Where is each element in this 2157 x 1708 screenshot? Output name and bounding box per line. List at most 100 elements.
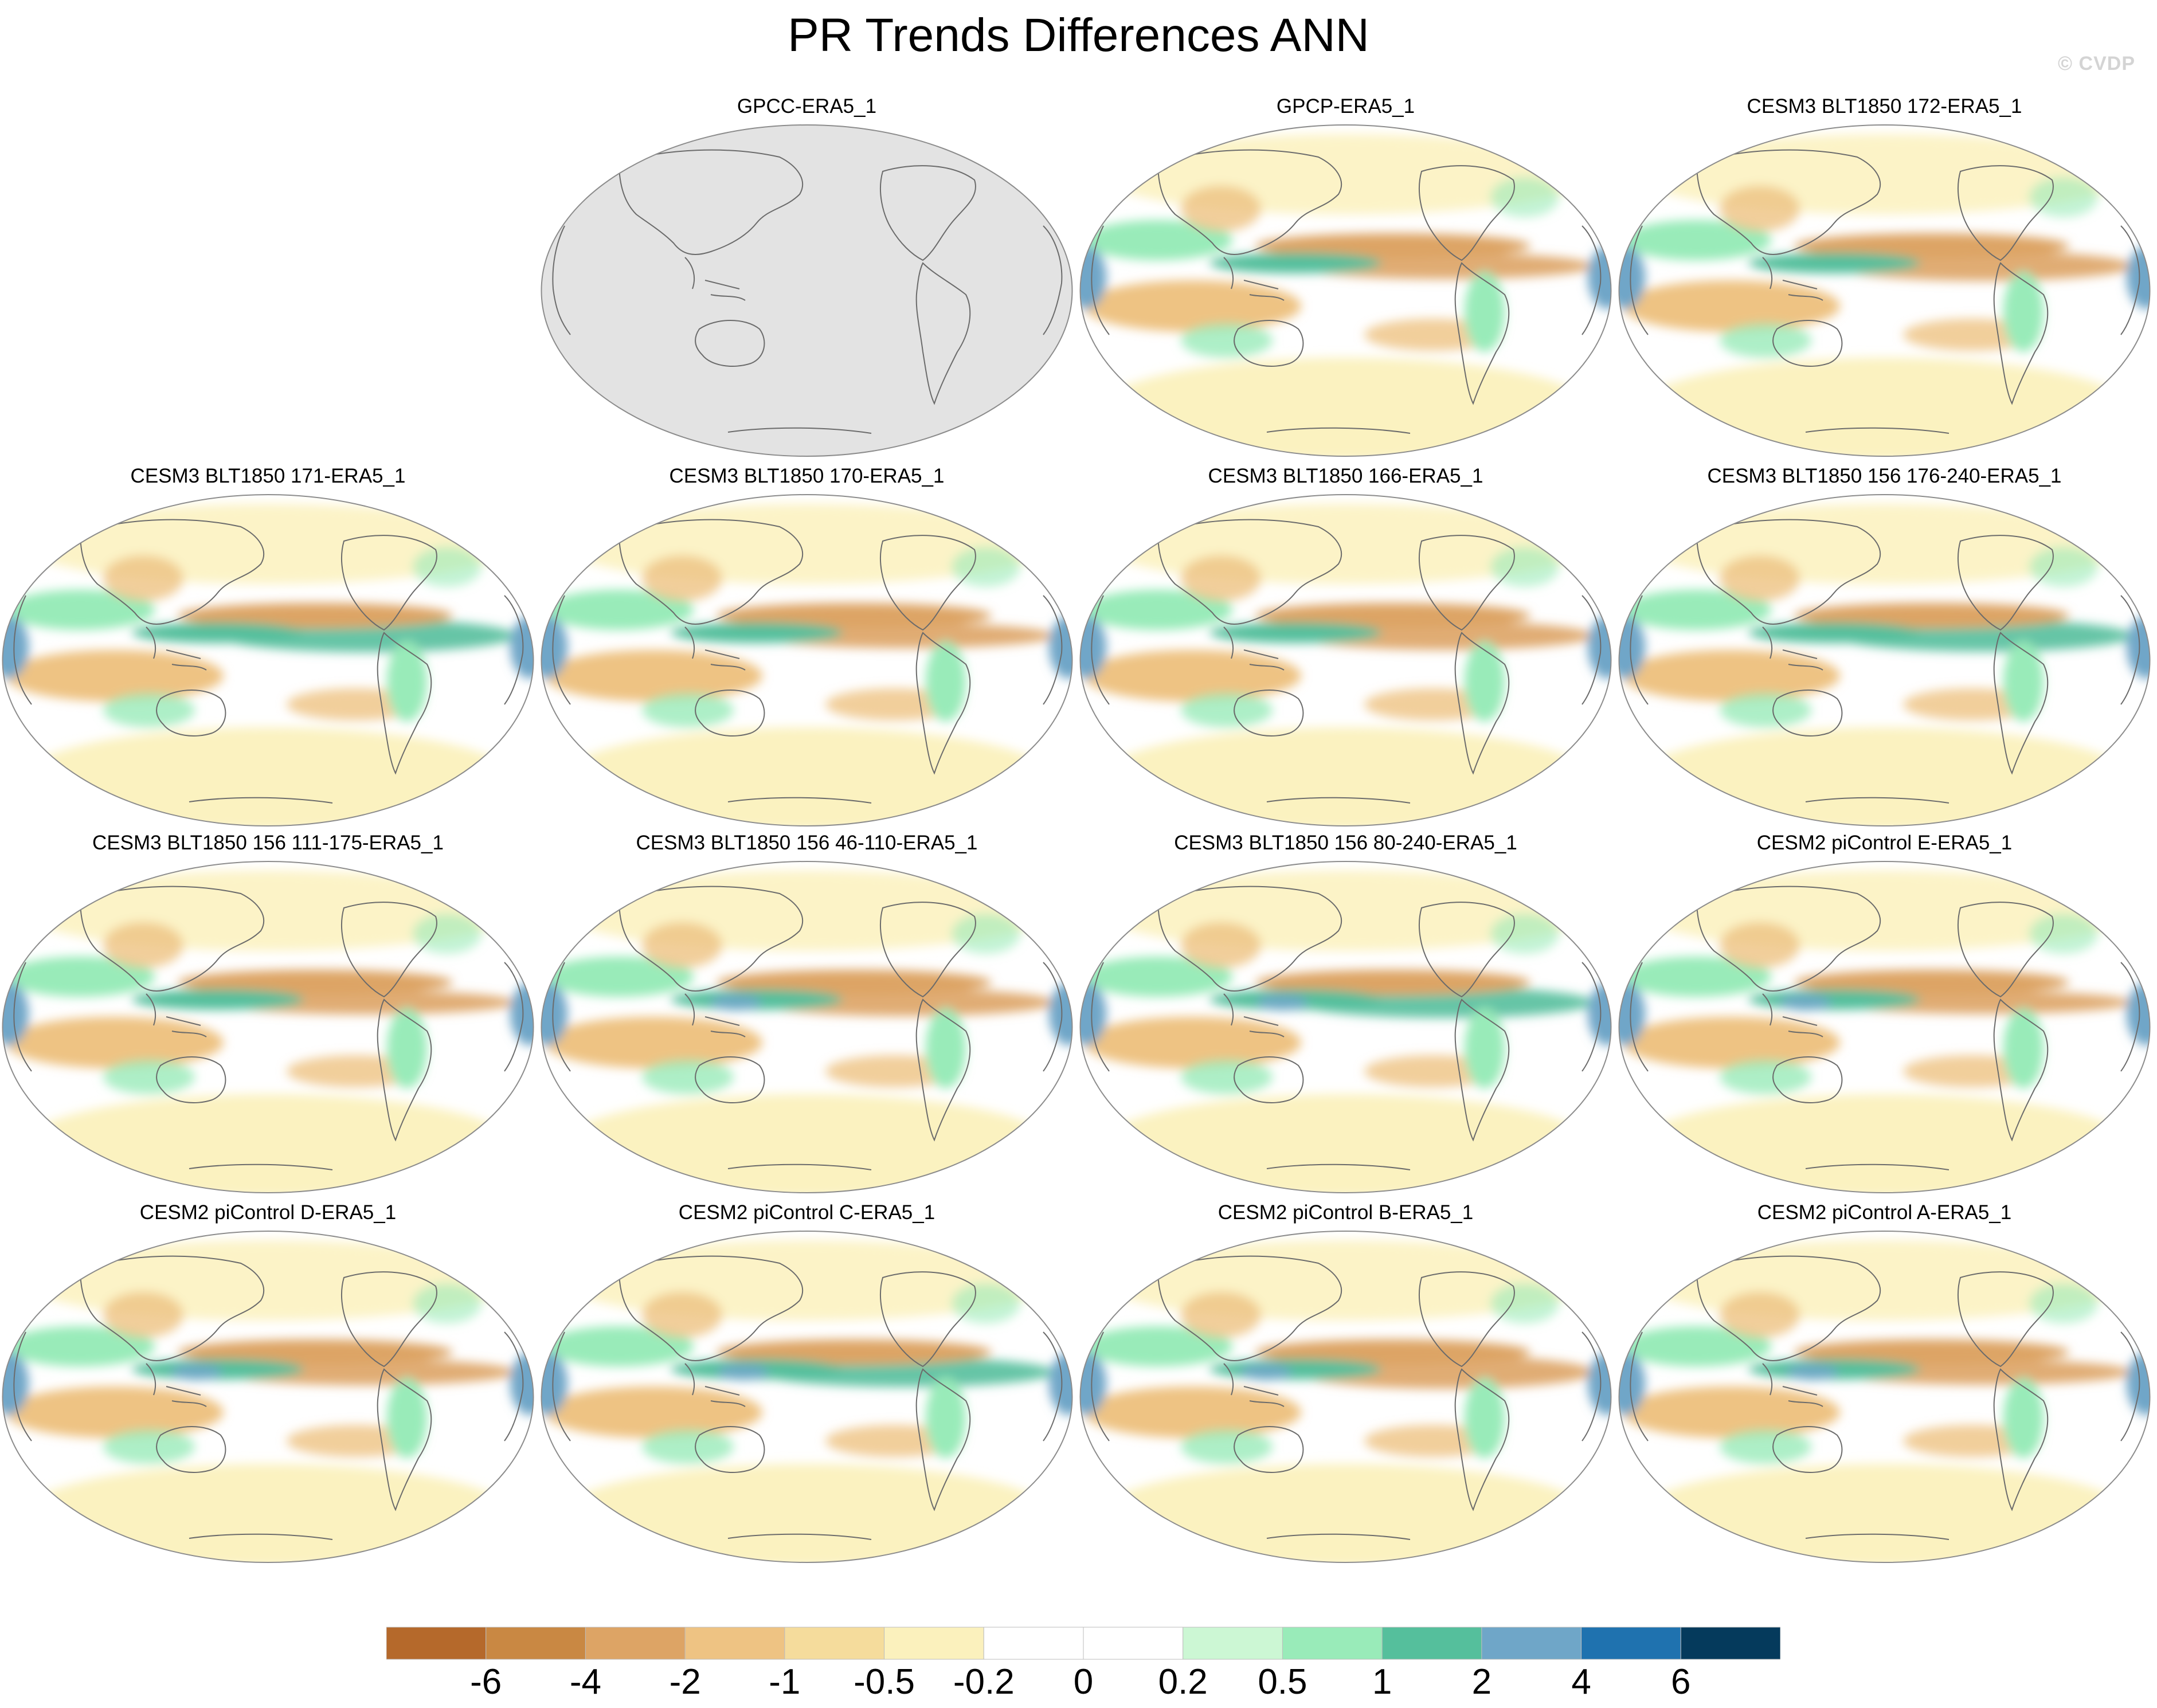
colorbar-segment xyxy=(784,1627,885,1660)
coastline xyxy=(915,262,971,405)
sh-tropics-dry xyxy=(1083,280,1301,332)
coastline xyxy=(1266,1164,1411,1170)
coastline xyxy=(79,519,264,625)
pacific-dry-band xyxy=(1255,233,1530,258)
warm-pool-max xyxy=(1787,1364,1838,1380)
coastline xyxy=(727,427,872,434)
map-content xyxy=(1619,861,2150,1193)
pacific-dry-band xyxy=(1794,603,2069,628)
pacific-dry-band xyxy=(717,603,992,628)
panel-title: CESM3 BLT1850 156 176-240-ERA5_1 xyxy=(1707,465,2062,487)
colorbar-tick-label: 0.5 xyxy=(1258,1662,1307,1702)
colorbar-tick-label: -0.2 xyxy=(953,1662,1015,1702)
sh-midlat-dry xyxy=(560,1094,1054,1193)
panel-title: CESM3 BLT1850 156 46-110-ERA5_1 xyxy=(636,832,978,854)
map-content xyxy=(1080,861,1611,1193)
coastline xyxy=(1234,320,1304,367)
coastline xyxy=(1043,962,1063,1072)
panel-title: CESM2 piControl A-ERA5_1 xyxy=(1757,1201,2012,1224)
atlantic-wet-left xyxy=(2,982,29,1045)
coastline xyxy=(1957,902,2054,998)
sh-tropics-dry xyxy=(1622,1017,1840,1068)
coastline xyxy=(695,1426,765,1473)
coastline xyxy=(618,886,803,992)
colorbar-segment xyxy=(983,1627,1084,1660)
sh-tropics-dry xyxy=(1622,650,1840,702)
asia-dry xyxy=(1720,1292,1800,1338)
warm-pool-wet xyxy=(1209,1359,1381,1380)
precip-field xyxy=(1619,1240,2150,1562)
colorbar-segment xyxy=(1282,1627,1383,1660)
coastline xyxy=(156,1426,226,1473)
coastline xyxy=(1581,225,1602,335)
map-plot xyxy=(1079,124,1612,457)
map-panel-cesm2-e: CESM2 piControl E-ERA5_1 xyxy=(1616,828,2152,1195)
coastline xyxy=(1957,535,2054,631)
coastline xyxy=(13,962,32,1072)
panel-title: CESM3 BLT1850 166-ERA5_1 xyxy=(1208,465,1483,487)
coastline xyxy=(1223,626,1285,671)
colorbar-tick-label: -1 xyxy=(769,1662,801,1702)
coastline xyxy=(377,1368,432,1511)
atlantic-wet-left xyxy=(541,1352,567,1415)
coastline xyxy=(1157,1255,1342,1361)
sh-tropics-dry xyxy=(6,650,224,702)
atlantic-wet xyxy=(1490,177,1559,217)
spcz-wet xyxy=(642,693,734,727)
coastline xyxy=(1043,225,1063,335)
indian-ocean-wet xyxy=(545,1326,694,1366)
atlantic-wet-right xyxy=(1049,1352,1072,1415)
coastline xyxy=(915,998,971,1142)
precip-field xyxy=(2,504,534,826)
coastline xyxy=(1234,690,1304,737)
map-frame xyxy=(1079,1231,1612,1563)
coastline xyxy=(189,1533,333,1540)
warm-pool-max xyxy=(171,1364,222,1380)
indian-ocean-wet xyxy=(1083,590,1232,630)
sh-tropics-dry xyxy=(545,1017,762,1068)
warm-pool-wet xyxy=(1748,622,1920,643)
atlantic-wet-right xyxy=(1588,1352,1611,1415)
pacific-dry-band xyxy=(178,603,453,628)
precip-field xyxy=(541,1240,1072,1562)
asia-dry xyxy=(1181,922,1261,968)
coastline xyxy=(695,690,765,737)
map-plot xyxy=(541,494,1073,826)
pacific-dry-band xyxy=(1794,1339,2069,1365)
coastline xyxy=(684,1363,746,1407)
warm-pool-wet xyxy=(1209,622,1381,643)
spcz-wet xyxy=(103,1060,195,1094)
coastline xyxy=(552,595,571,705)
asia-dry xyxy=(1181,555,1261,601)
sh-midlat-dry xyxy=(21,1094,515,1193)
coastline xyxy=(2120,962,2140,1072)
panel-title: GPCP-ERA5_1 xyxy=(1276,95,1415,117)
precip-field xyxy=(1080,871,1611,1193)
warm-pool-wet xyxy=(132,989,304,1010)
map-content xyxy=(1080,495,1611,826)
warm-pool-wet xyxy=(1748,989,1920,1010)
pacific-dry-band xyxy=(178,970,453,995)
map-panel-cesm3-156-80-240: CESM3 BLT1850 156 80-240-ERA5_1 xyxy=(1078,828,1614,1195)
panel-title: CESM2 piControl B-ERA5_1 xyxy=(1218,1201,1474,1224)
spcz-wet xyxy=(1181,693,1273,727)
coastline xyxy=(1581,595,1602,705)
coastline xyxy=(618,149,803,255)
sh-midlat-dry xyxy=(560,1464,1054,1562)
map-frame xyxy=(1618,861,2151,1193)
panel-title: CESM2 piControl C-ERA5_1 xyxy=(678,1201,935,1224)
colorbar-segment xyxy=(884,1627,984,1660)
coastline xyxy=(727,1164,872,1170)
map-content xyxy=(1619,1231,2150,1562)
coastline xyxy=(1266,427,1411,434)
coastline xyxy=(1630,595,1649,705)
coastline xyxy=(618,519,803,625)
coastline xyxy=(1091,225,1110,335)
map-content xyxy=(1080,125,1611,456)
map-frame xyxy=(541,494,1073,826)
indian-ocean-wet xyxy=(545,957,694,997)
coastline xyxy=(146,626,207,671)
map-frame xyxy=(541,861,1073,1193)
samerica-wet xyxy=(1465,1008,1505,1088)
sh-tropics-dry xyxy=(6,1017,224,1068)
